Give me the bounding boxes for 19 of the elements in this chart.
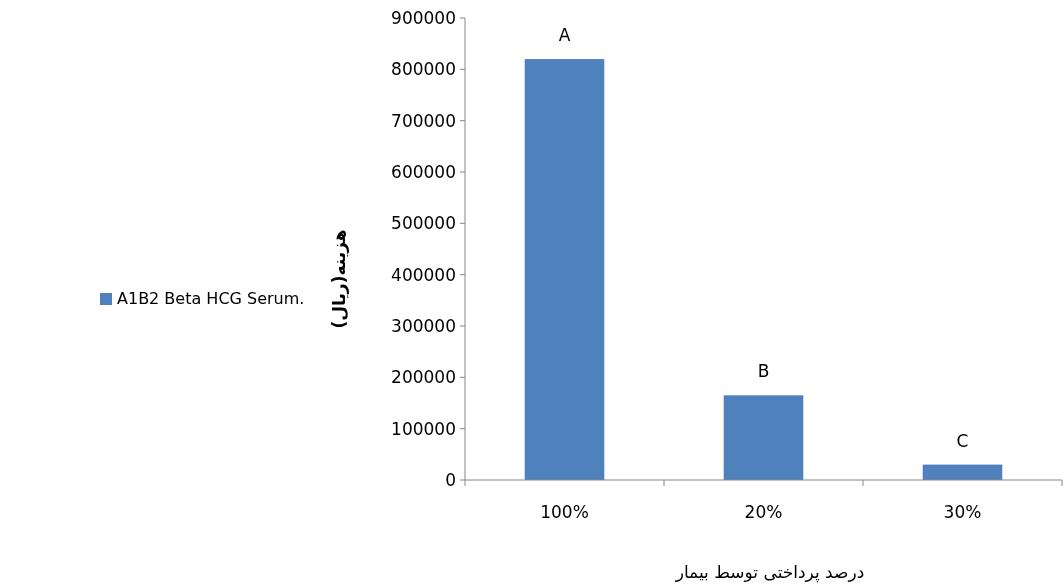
y-tick-label: 100000 [391, 418, 456, 439]
y-tick-label: 300000 [391, 316, 456, 336]
x-tick-label: 20% [744, 502, 783, 522]
x-tick-label: 30% [943, 502, 982, 522]
y-tick-label: 800000 [391, 59, 456, 80]
y-axis-title: هزینه(ریال) [329, 229, 350, 329]
y-tick-label: 400000 [391, 264, 456, 285]
annotation: B [757, 361, 770, 382]
y-tick-label: 500000 [391, 213, 456, 234]
legend: A1B2 Beta HCG Serum. [100, 289, 305, 308]
y-tick-label: 600000 [391, 162, 456, 182]
y-tick-label: 200000 [391, 367, 456, 388]
y-tick-label: 0 [445, 470, 456, 490]
y-tick-label: 700000 [391, 110, 456, 131]
x-axis-title: درصد پرداختی توسط بیمار [674, 562, 865, 583]
y-tick-label: 900000 [391, 8, 456, 28]
x-tick-label: 100% [540, 502, 589, 522]
annotation: C [956, 430, 969, 451]
annotation: A [558, 25, 571, 46]
